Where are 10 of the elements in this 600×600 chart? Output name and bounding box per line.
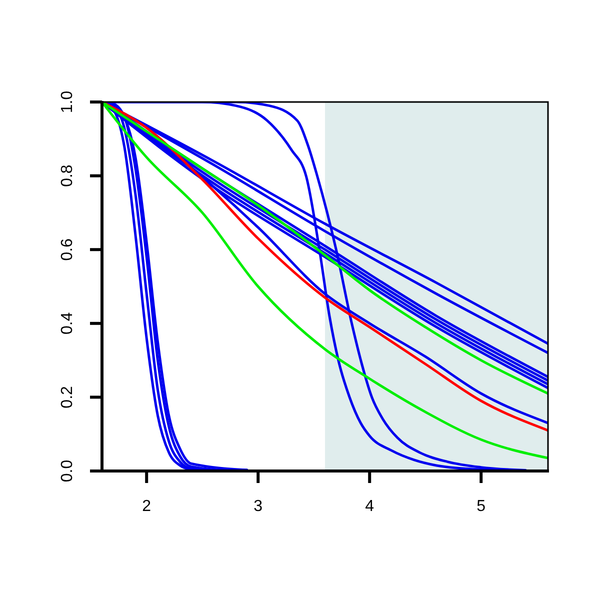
y-tick-label: 0.6 (59, 238, 76, 261)
x-tick-label: 4 (365, 498, 374, 515)
x-tick-label: 5 (476, 498, 486, 515)
x-tick-label: 2 (142, 498, 152, 515)
y-tick-label: 1.0 (59, 90, 76, 114)
y-tick-label: 0.4 (59, 312, 76, 335)
x-tick-label: 3 (254, 498, 263, 515)
y-tick-label: 0.0 (59, 460, 76, 482)
y-tick-label: 0.8 (59, 164, 76, 187)
y-tick-label: 0.2 (59, 386, 76, 408)
